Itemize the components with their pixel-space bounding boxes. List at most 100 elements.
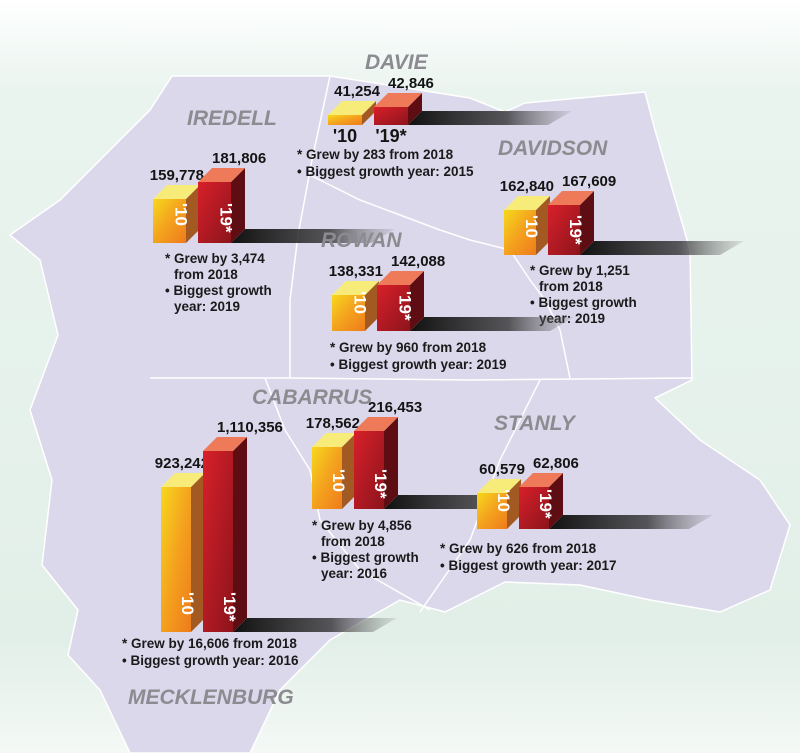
county-label: DAVIDSON xyxy=(498,137,608,160)
county-border xyxy=(150,377,693,381)
bar-2019 xyxy=(354,417,398,509)
bar-front xyxy=(198,182,231,243)
bar-label: '10 xyxy=(351,291,370,314)
value-label: 178,562 xyxy=(306,415,360,432)
bar-2010 xyxy=(504,196,550,255)
county-group-davie: DAVIE 41,254 '10 42,846 '19** Grew by 283 fr… xyxy=(297,51,572,179)
bar-front xyxy=(374,107,408,125)
value-label: 138,331 xyxy=(329,263,383,280)
note-line: from 2018 xyxy=(539,279,603,294)
bar-label: '19* xyxy=(371,469,390,499)
bar-top xyxy=(312,433,356,447)
bar-label: '19* xyxy=(566,215,585,245)
bar-front xyxy=(354,431,384,509)
note-line: • Biggest growth year: 2019 xyxy=(330,357,507,372)
note-line: • Biggest growth year: 2016 xyxy=(122,653,299,668)
note-line: • Biggest growth xyxy=(530,295,637,310)
county-group-davidson: DAVIDSON 162,840 '10 167,609 '19* * Grew by 1… xyxy=(498,137,744,326)
note-line: * Grew by 3,474 xyxy=(165,251,265,266)
bar-front xyxy=(161,487,191,632)
bar-side xyxy=(362,101,376,125)
bar-2019 xyxy=(203,437,247,632)
county-group-cabarrus: CABARRUS 178,562 '10 216,453 '19* * Grew by 4… xyxy=(252,386,548,581)
note-line: • Biggest growth xyxy=(165,283,272,298)
bar-side xyxy=(580,191,594,255)
value-label: 162,840 xyxy=(500,178,554,195)
county-group-iredell: IREDELL 159,778 '10 181,806 '19* * Grew by 3,… xyxy=(150,107,395,314)
county-label: STANLY xyxy=(494,412,577,435)
bar-2019 xyxy=(519,473,563,529)
bar-top xyxy=(519,473,563,487)
bar-side xyxy=(231,168,245,243)
note-line: year: 2016 xyxy=(321,566,388,581)
county-group-mecklenburg: MECKLENBURG 923,242 '10 1,110,356 '19* * Grew… xyxy=(122,419,397,709)
value-label: 42,846 xyxy=(388,75,434,92)
note-line: • Biggest growth year: 2015 xyxy=(297,164,474,179)
bar-side xyxy=(507,479,521,529)
bar-top xyxy=(354,417,398,431)
bar-label: '19* xyxy=(536,489,555,519)
bar-top xyxy=(161,473,205,487)
value-label: 181,806 xyxy=(212,150,266,167)
bar-label: '19* xyxy=(217,203,236,233)
value-label: 923,242 xyxy=(155,455,209,472)
bar-top xyxy=(377,271,424,285)
value-label: 62,806 xyxy=(533,455,579,472)
note-line: * Grew by 4,856 xyxy=(312,518,412,533)
bar-side xyxy=(408,93,422,125)
note-line: from 2018 xyxy=(321,534,385,549)
bar-front xyxy=(477,493,507,529)
bar-top xyxy=(504,196,550,210)
bar-side xyxy=(536,196,550,255)
bar-front xyxy=(548,205,580,255)
note-line: * Grew by 960 from 2018 xyxy=(330,340,487,355)
note-line: • Biggest growth xyxy=(312,550,419,565)
bar-2010 xyxy=(332,281,379,331)
bar-label: '19* xyxy=(220,592,239,622)
value-label: 1,110,356 xyxy=(217,419,283,436)
bar-shadow xyxy=(580,241,744,255)
bar-label: '19* xyxy=(396,291,415,321)
county-label: DAVIE xyxy=(365,51,429,74)
note-line: * Grew by 16,606 from 2018 xyxy=(122,636,297,651)
bar-label: '10 xyxy=(178,592,197,615)
bar-front xyxy=(328,115,362,125)
bar-2010 xyxy=(312,433,356,509)
bar-top xyxy=(477,479,521,493)
bar-label: '19* xyxy=(375,126,406,146)
bar-2019 xyxy=(548,191,594,255)
note-line: * Grew by 1,251 xyxy=(530,263,630,278)
bar-side xyxy=(365,281,379,331)
bar-2010 xyxy=(153,185,200,243)
bar-2010 xyxy=(328,101,376,125)
bar-side xyxy=(191,473,205,632)
bar-2010 xyxy=(161,473,205,632)
value-label: 142,088 xyxy=(391,253,445,270)
bar-front xyxy=(332,295,365,331)
bar-2019 xyxy=(198,168,245,243)
county-label: MECKLENBURG xyxy=(128,686,294,709)
bar-front xyxy=(519,487,549,529)
bar-label: '10 xyxy=(333,126,357,146)
bar-2010 xyxy=(477,479,521,529)
bar-top xyxy=(374,93,422,107)
note-line: * Grew by 283 from 2018 xyxy=(297,147,454,162)
note-line: * Grew by 626 from 2018 xyxy=(440,541,597,556)
note-line: • Biggest growth year: 2017 xyxy=(440,558,617,573)
value-label: 60,579 xyxy=(479,461,525,478)
bar-label: '10 xyxy=(329,469,348,492)
bar-2019 xyxy=(377,271,424,331)
value-label: 159,778 xyxy=(150,167,204,184)
bar-top xyxy=(203,437,247,451)
bar-shadow xyxy=(410,317,574,331)
bar-side xyxy=(342,433,356,509)
bar-side xyxy=(384,417,398,509)
bar-front xyxy=(153,199,186,243)
bar-front xyxy=(203,451,233,632)
note-line: year: 2019 xyxy=(174,299,240,314)
county-group-stanly: STANLY 60,579 '10 62,806 '19* * Grew by 626 f… xyxy=(440,412,713,573)
bar-top xyxy=(153,185,200,199)
bar-side xyxy=(410,271,424,331)
